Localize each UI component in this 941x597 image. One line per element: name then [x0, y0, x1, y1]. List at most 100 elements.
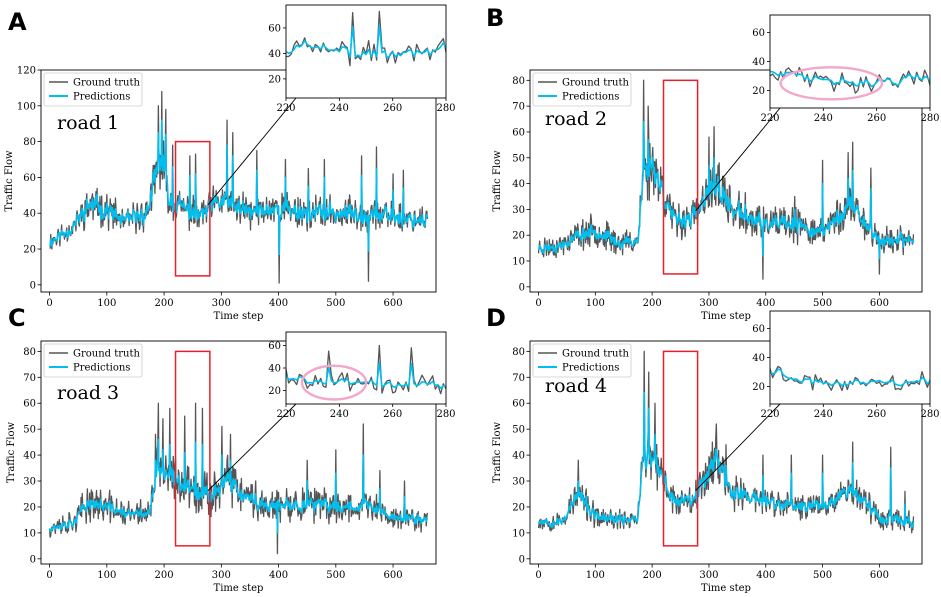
- series-predictions-line: [537, 120, 915, 260]
- x-tick-label: 0: [535, 298, 541, 309]
- y-tick-label: 100: [17, 101, 36, 112]
- legend: Ground truth Predictions: [532, 343, 632, 378]
- x-tick-label: 500: [326, 570, 345, 581]
- y-tick-label: 60: [23, 173, 36, 184]
- y-tick-label: 10: [23, 528, 36, 539]
- x-tick-label: 600: [870, 298, 889, 309]
- inset-predictions-line: [770, 70, 930, 88]
- panel-C: 0 100 200 300 400 500 600 0 10 20 30 40 50 60 70 80 Time…: [6, 304, 456, 594]
- inset-y-tick-label: 60: [752, 28, 765, 39]
- y-axis-label: Traffic Flow: [6, 421, 17, 483]
- y-axis-label: Traffic Flow: [492, 150, 503, 212]
- inset-x-tick-label: 220: [760, 113, 779, 124]
- legend-label-predictions: Predictions: [73, 363, 130, 374]
- inset-frame: [285, 4, 447, 99]
- legend-label-predictions: Predictions: [562, 363, 619, 374]
- y-tick-label: 120: [17, 66, 36, 77]
- legend-box: [43, 72, 143, 107]
- road-label: road 2: [545, 108, 607, 130]
- legend-label-ground-truth: Ground truth: [562, 349, 630, 360]
- y-tick-label: 40: [512, 451, 525, 462]
- inset-x-tick-label: 240: [330, 409, 349, 420]
- x-tick-label: 400: [269, 298, 288, 309]
- x-tick-label: 400: [756, 298, 775, 309]
- road-label: road 3: [57, 382, 119, 404]
- axes-frame: [40, 69, 437, 293]
- zoom-connector: [207, 403, 297, 492]
- panel-B: 0 100 200 300 400 500 600 0 10 20 30 40 50 60 70 80 Time…: [486, 4, 940, 322]
- y-tick-label: 20: [512, 502, 525, 513]
- y-tick-label: 20: [23, 245, 36, 256]
- panel-letter: B: [486, 4, 504, 32]
- panel-D: 0 100 200 300 400 500 600 0 10 20 30 40 50 60 70 80 Time…: [486, 304, 940, 594]
- axes-frame: [40, 340, 437, 565]
- y-tick-label: 70: [512, 373, 525, 384]
- x-tick-label: 100: [97, 298, 116, 309]
- inset-x-tick-label: 280: [920, 113, 939, 124]
- y-tick-label: 0: [519, 554, 525, 565]
- y-tick-label: 40: [23, 209, 36, 220]
- legend-box: [532, 72, 632, 107]
- series-ground-truth-line: [48, 402, 429, 555]
- y-tick-label: 50: [512, 153, 525, 164]
- legend-label-ground-truth: Ground truth: [73, 78, 141, 89]
- legend-label-ground-truth: Ground truth: [562, 78, 630, 89]
- y-tick-label: 80: [512, 76, 525, 87]
- inset-predictions-line: [770, 368, 930, 387]
- y-tick-label: 30: [512, 205, 525, 216]
- inset-x-tick-label: 260: [383, 103, 402, 114]
- x-tick-label: 600: [384, 298, 403, 309]
- inset-y-tick-label: 40: [752, 57, 765, 68]
- y-tick-label: 40: [512, 179, 525, 190]
- inset-y-tick-label: 20: [752, 382, 765, 393]
- inset-x-tick-label: 220: [276, 409, 295, 420]
- x-axis-label: Time step: [214, 583, 264, 594]
- inset-y-tick-label: 60: [268, 23, 281, 34]
- y-axis-label: Traffic Flow: [492, 421, 503, 483]
- series-predictions-line: [48, 438, 429, 534]
- inset-x-tick-label: 260: [867, 409, 886, 420]
- inset-plot: [286, 344, 446, 401]
- x-tick-label: 600: [870, 570, 889, 581]
- plot-area: [537, 79, 915, 280]
- x-tick-label: 300: [699, 298, 718, 309]
- y-tick-label: 0: [519, 282, 525, 293]
- inset-x-tick-label: 280: [436, 409, 455, 420]
- y-tick-label: 50: [512, 425, 525, 436]
- highlight-ellipse: [779, 66, 884, 101]
- y-tick-label: 20: [512, 231, 525, 242]
- inset-predictions-line: [286, 24, 446, 59]
- x-tick-label: 200: [155, 298, 174, 309]
- road-label: road 1: [57, 112, 119, 134]
- inset-x-tick-label: 220: [276, 103, 295, 114]
- series-ground-truth-line: [537, 350, 915, 534]
- x-tick-label: 0: [46, 570, 52, 581]
- y-tick-label: 10: [512, 528, 525, 539]
- inset-x-tick-label: 240: [330, 103, 349, 114]
- series-predictions-line: [48, 119, 429, 256]
- x-axis-label: Time step: [701, 311, 751, 322]
- inset-y-tick-label: 60: [752, 324, 765, 335]
- legend: Ground truth Predictions: [43, 72, 143, 107]
- legend-label-ground-truth: Ground truth: [73, 349, 141, 360]
- zoom-connector: [695, 403, 781, 492]
- panel-letter: C: [8, 304, 26, 332]
- x-tick-label: 500: [813, 570, 832, 581]
- zoom-connector: [695, 107, 781, 212]
- x-tick-label: 0: [535, 570, 541, 581]
- inset-bg: [770, 311, 930, 404]
- highlight-rect: [662, 79, 699, 275]
- axes-frame: [529, 69, 923, 293]
- inset-y-tick-label: 40: [752, 353, 765, 364]
- inset-y-tick-label: 40: [268, 49, 281, 60]
- x-axis-label: Time step: [701, 583, 751, 594]
- inset-plot: [770, 66, 930, 101]
- x-tick-label: 0: [46, 298, 52, 309]
- inset: 220 240 260 280 20 40 60: [268, 331, 456, 420]
- x-tick-label: 200: [643, 570, 662, 581]
- x-tick-label: 100: [97, 570, 116, 581]
- inset-x-tick-label: 240: [814, 113, 833, 124]
- inset-x-tick-label: 260: [867, 113, 886, 124]
- plot-area: [537, 350, 915, 534]
